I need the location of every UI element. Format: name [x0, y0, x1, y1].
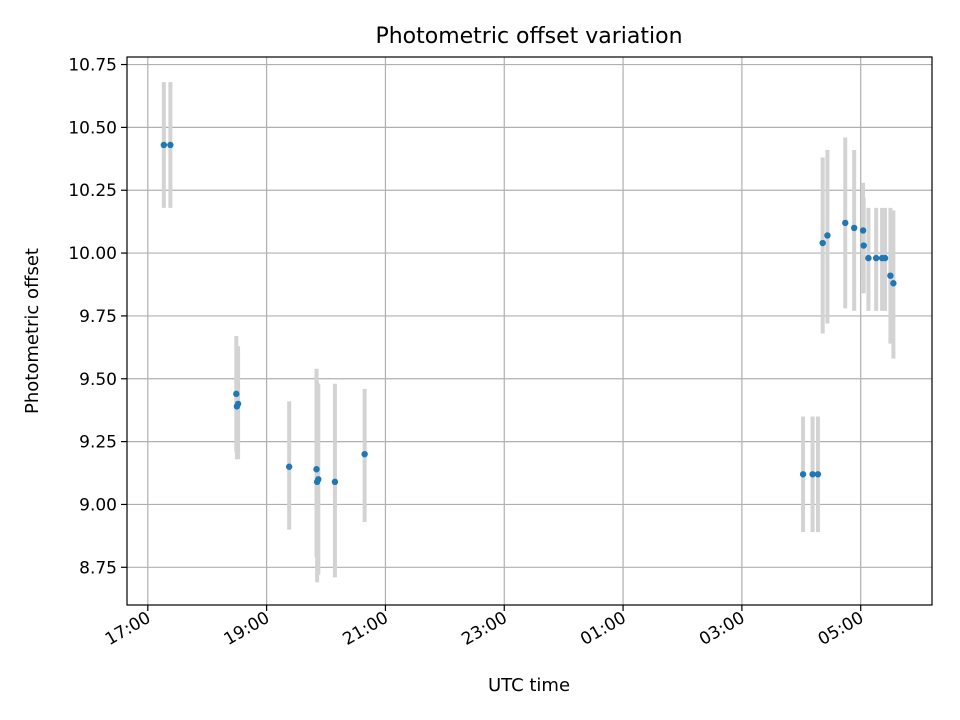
y-axis-ticks: 8.75 9.00 9.25 9.50 9.75 10.00 10.25 10.50 10.75	[68, 56, 127, 578]
y-tick-label: 9.75	[79, 307, 117, 327]
data-point	[850, 224, 858, 232]
grid-lines	[127, 57, 932, 605]
data-point	[799, 471, 807, 478]
data-point	[160, 141, 168, 149]
data-point	[842, 219, 849, 227]
data-point	[313, 466, 320, 473]
data-point	[315, 476, 322, 483]
y-tick-label: 8.75	[79, 558, 117, 578]
data-point	[167, 141, 174, 149]
y-tick-label: 10.00	[68, 244, 117, 264]
y-tick-label: 10.25	[68, 181, 117, 201]
y-tick-label: 9.00	[79, 495, 117, 515]
data-point	[814, 471, 822, 478]
data-point	[233, 390, 240, 398]
y-tick-label: 9.25	[79, 433, 117, 453]
plot-frame	[126, 56, 933, 606]
data-point	[331, 478, 339, 486]
data-point	[819, 239, 826, 247]
y-tick-label: 10.50	[68, 118, 117, 138]
data-point	[809, 471, 816, 478]
data-point	[865, 254, 872, 262]
y-tick-label: 9.50	[79, 370, 117, 390]
data-points	[160, 141, 897, 486]
data-point	[887, 272, 894, 279]
data-point	[859, 227, 867, 234]
y-tick-label: 10.75	[68, 56, 117, 76]
data-point	[872, 254, 880, 262]
y-axis-label: Photometric offset	[22, 248, 43, 414]
data-point	[881, 254, 889, 262]
x-axis-label: UTC time	[488, 675, 570, 696]
data-point	[890, 280, 897, 287]
data-point	[361, 450, 368, 458]
data-point	[824, 232, 831, 239]
data-point	[285, 463, 293, 470]
data-point	[860, 242, 867, 249]
data-point	[234, 400, 242, 408]
chart-title: Photometric offset variation	[375, 24, 682, 49]
